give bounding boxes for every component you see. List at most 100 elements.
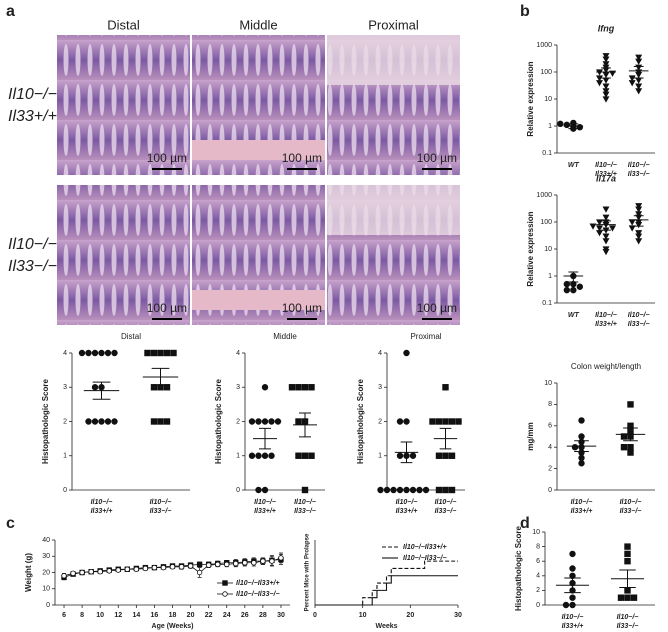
point (624, 543, 631, 550)
point (151, 564, 158, 571)
point (442, 486, 449, 494)
point (269, 558, 275, 564)
y-tick-label: 0 (548, 487, 552, 494)
x-tick-label: 10 (359, 612, 367, 619)
x-tick-label: 16 (151, 612, 159, 619)
point (308, 384, 315, 391)
point (196, 561, 203, 568)
point (563, 286, 571, 294)
legend-label: Il10−/−Il33−/− (236, 591, 280, 598)
x-tick-label: 30 (454, 612, 462, 619)
x-tick-label: Il10−/− (617, 614, 639, 621)
point (169, 564, 176, 570)
point (422, 486, 430, 494)
point (85, 418, 92, 425)
point (104, 418, 112, 425)
point (91, 349, 99, 357)
axis (544, 532, 655, 606)
point (106, 568, 112, 574)
point (88, 568, 94, 575)
error-bar (633, 215, 644, 227)
point (295, 418, 302, 425)
y-tick-label: 0.1 (542, 150, 552, 157)
row-label: Il10−/− (8, 236, 57, 253)
y-tick-label: 1 (63, 453, 67, 460)
x-tick-label: 30 (277, 612, 285, 619)
point (295, 452, 302, 459)
point (163, 418, 171, 425)
point (624, 587, 631, 594)
x-tick-label: 14 (132, 612, 140, 619)
panel-letter: b (520, 3, 530, 20)
error-bar (400, 441, 413, 464)
point (602, 96, 610, 103)
point (163, 349, 171, 357)
point (383, 486, 391, 494)
panel-letter: a (6, 3, 15, 20)
y-axis-label: Weight (g) (24, 553, 33, 592)
y-tick-label: 30 (42, 553, 50, 560)
chart-title: Colon weight/length (571, 362, 641, 371)
point (91, 384, 99, 391)
chart-title: Proximal (410, 332, 441, 341)
x-tick-label: 22 (205, 612, 213, 619)
point (578, 417, 585, 424)
legend-marker (222, 580, 228, 586)
chart-title: Ifng (598, 23, 615, 33)
y-tick-label: 10 (544, 246, 552, 253)
scale-bar-label: 100 µm (282, 301, 322, 315)
y-tick-label: 4 (236, 350, 240, 357)
point (628, 225, 636, 232)
x-tick-label: Il10−/− (595, 162, 617, 169)
x-tick-label: 0 (313, 612, 317, 619)
point (635, 77, 643, 84)
x-tick-label: Il33+/+ (254, 508, 276, 515)
point (377, 486, 384, 494)
point (248, 452, 256, 459)
point (602, 206, 610, 213)
point (624, 594, 631, 601)
point (224, 561, 230, 568)
point (596, 80, 603, 87)
legend-marker (222, 591, 228, 597)
x-tick-label: Il10−/− (571, 499, 593, 506)
point (624, 558, 631, 565)
error-bar (633, 65, 644, 79)
y-tick-label: 2 (378, 418, 382, 425)
y-tick-label: 3 (63, 384, 67, 391)
y-tick-label: 20 (42, 569, 50, 576)
point (403, 418, 410, 425)
point (602, 88, 610, 95)
scale-bar-label: 100 µm (282, 151, 322, 165)
point (448, 452, 456, 459)
point (569, 565, 576, 572)
point (248, 418, 256, 425)
point (255, 486, 262, 494)
y-tick-label: 1 (548, 273, 552, 280)
column-label: Middle (239, 17, 277, 32)
point (635, 58, 643, 65)
x-tick-label: Il33+/+ (571, 508, 593, 515)
point (571, 444, 579, 451)
x-tick-label: 24 (223, 612, 231, 619)
row-label: Il33+/+ (8, 108, 57, 125)
histology-image (57, 35, 190, 175)
point (104, 349, 112, 357)
y-tick-label: 40 (42, 537, 50, 544)
point (295, 384, 302, 391)
y-tick-label: 2 (536, 587, 540, 594)
point (596, 230, 603, 237)
point (403, 486, 410, 494)
point (98, 349, 105, 357)
point (442, 452, 449, 459)
point (214, 561, 221, 568)
step-line (315, 560, 458, 606)
muscle-layer (192, 290, 325, 310)
point (627, 449, 634, 456)
point (602, 53, 610, 60)
point (308, 452, 315, 459)
point (563, 121, 571, 129)
x-tick-label: Il33+/+ (595, 321, 617, 328)
point (635, 230, 643, 237)
